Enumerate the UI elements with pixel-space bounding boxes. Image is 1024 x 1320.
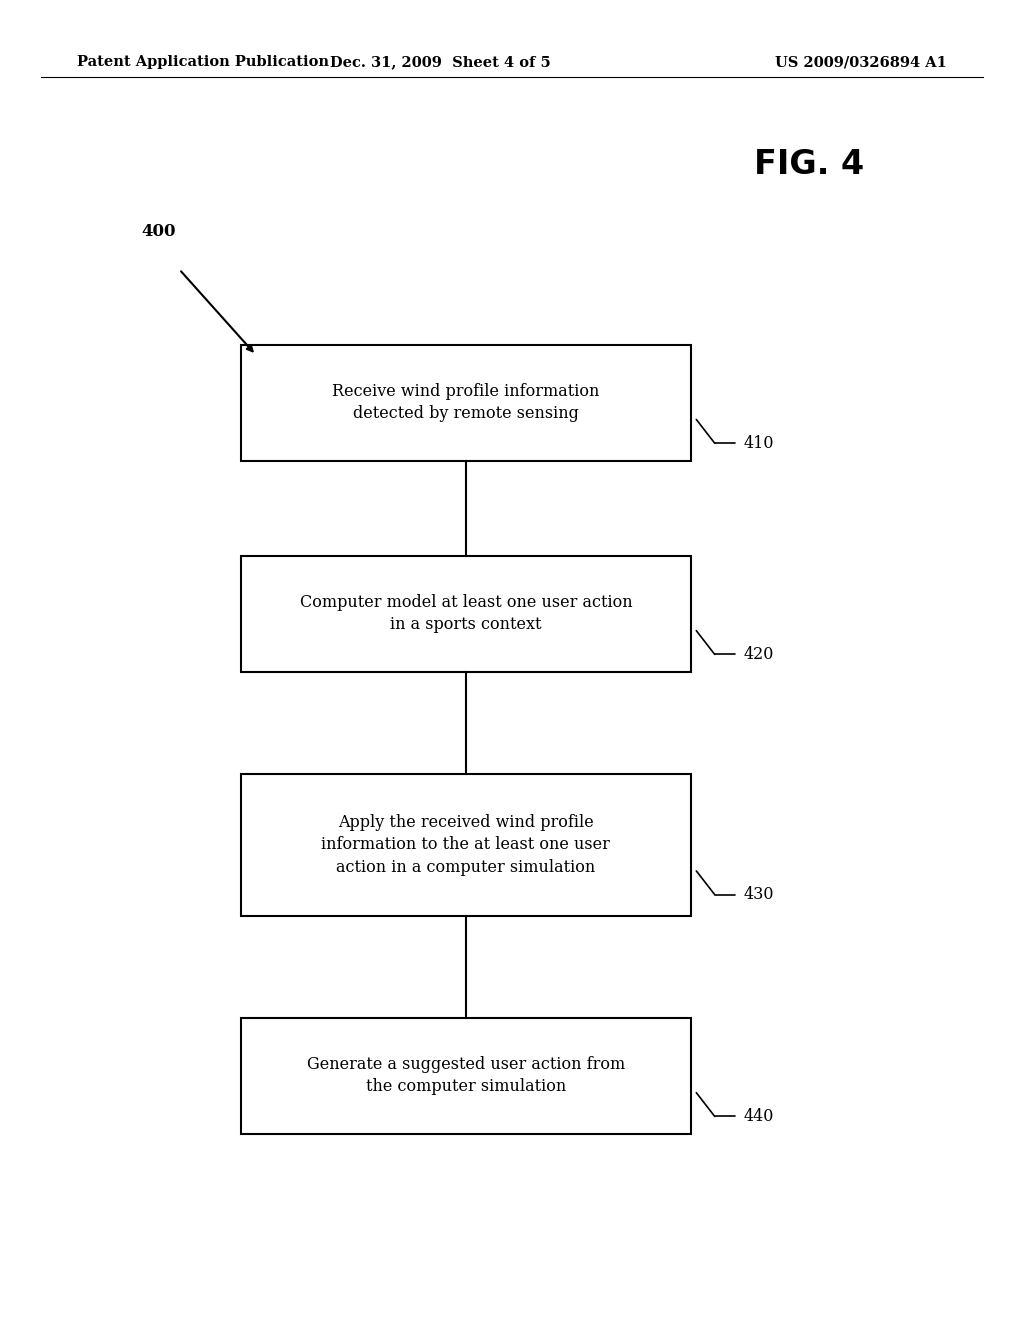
Text: Patent Application Publication: Patent Application Publication <box>77 55 329 70</box>
Text: 430: 430 <box>743 886 774 903</box>
Bar <box>241 345 691 461</box>
Bar <box>241 1018 691 1134</box>
Text: US 2009/0326894 A1: US 2009/0326894 A1 <box>775 55 947 70</box>
Text: 400: 400 <box>141 223 176 240</box>
Bar <box>241 774 691 916</box>
Text: Dec. 31, 2009  Sheet 4 of 5: Dec. 31, 2009 Sheet 4 of 5 <box>330 55 551 70</box>
Text: 410: 410 <box>743 434 774 451</box>
Text: Generate a suggested user action from
the computer simulation: Generate a suggested user action from th… <box>307 1056 625 1096</box>
Text: 420: 420 <box>743 645 774 663</box>
Text: 440: 440 <box>743 1107 774 1125</box>
Text: FIG. 4: FIG. 4 <box>754 149 864 181</box>
Text: Receive wind profile information
detected by remote sensing: Receive wind profile information detecte… <box>332 383 600 422</box>
Text: Apply the received wind profile
information to the at least one user
action in a: Apply the received wind profile informat… <box>322 814 610 875</box>
Bar <box>241 556 691 672</box>
Text: Computer model at least one user action
in a sports context: Computer model at least one user action … <box>300 594 632 634</box>
